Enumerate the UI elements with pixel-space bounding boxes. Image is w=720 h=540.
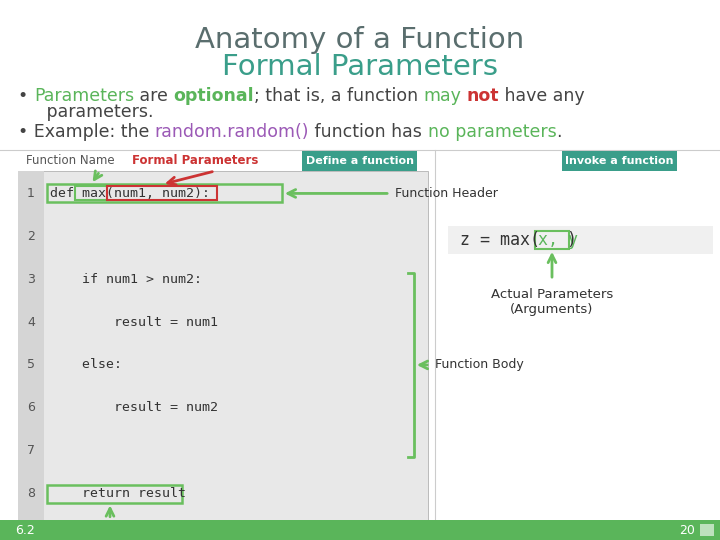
Text: parameters.: parameters. (30, 103, 153, 121)
Text: 3: 3 (27, 273, 35, 286)
Text: • Example: the: • Example: the (18, 123, 155, 141)
Text: 1: 1 (27, 187, 35, 200)
Bar (700, 524, 714, 536)
Bar (302, 151, 417, 171)
Text: result = num1: result = num1 (50, 315, 218, 328)
Text: else:: else: (50, 359, 122, 372)
Text: Formal Parameters: Formal Parameters (222, 53, 498, 81)
Bar (0, 520, 720, 540)
Bar (562, 151, 677, 171)
Text: Function Body: Function Body (435, 359, 523, 372)
Text: have any: have any (500, 87, 585, 105)
Text: Formal Parameters: Formal Parameters (132, 154, 258, 167)
Text: if num1 > num2:: if num1 > num2: (50, 273, 202, 286)
Bar (47, 484, 182, 503)
Bar (18, 171, 44, 520)
Text: x, y: x, y (538, 231, 578, 249)
Text: def max(num1, num2):: def max(num1, num2): (50, 187, 210, 200)
Text: 4: 4 (27, 315, 35, 328)
Text: Return Value: Return Value (70, 523, 150, 536)
Text: return result: return result (50, 487, 186, 500)
Bar (535, 231, 569, 249)
Text: Function Header: Function Header (395, 187, 498, 200)
Text: z = max(: z = max( (460, 231, 540, 249)
Text: optional: optional (174, 87, 254, 105)
Bar (18, 171, 428, 520)
Text: random.random(): random.random() (155, 123, 310, 141)
Text: function has: function has (310, 123, 428, 141)
Text: •: • (18, 87, 34, 105)
Bar (107, 186, 217, 200)
Text: Define a function: Define a function (305, 156, 413, 166)
Bar (448, 226, 713, 254)
Text: result = num2: result = num2 (50, 401, 218, 414)
Text: Anatomy of a Function: Anatomy of a Function (195, 26, 525, 54)
Bar (75, 186, 107, 200)
Text: 20: 20 (679, 523, 695, 537)
Text: not: not (467, 87, 500, 105)
Text: (Arguments): (Arguments) (510, 303, 594, 316)
Text: Invoke a function: Invoke a function (565, 156, 674, 166)
Text: Parameters: Parameters (34, 87, 134, 105)
Text: .: . (557, 123, 562, 141)
Text: ): ) (566, 231, 576, 249)
Text: ; that is, a function: ; that is, a function (254, 87, 423, 105)
Text: 6.2: 6.2 (15, 523, 35, 537)
Text: no parameters: no parameters (428, 123, 557, 141)
Text: may: may (423, 87, 462, 105)
Bar (47, 185, 282, 202)
Text: 2: 2 (27, 230, 35, 243)
Text: Actual Parameters: Actual Parameters (491, 288, 613, 301)
Text: 8: 8 (27, 487, 35, 500)
Text: 5: 5 (27, 359, 35, 372)
Text: 6: 6 (27, 401, 35, 414)
Text: Function Name: Function Name (26, 154, 114, 167)
Text: 7: 7 (27, 444, 35, 457)
Text: are: are (134, 87, 174, 105)
